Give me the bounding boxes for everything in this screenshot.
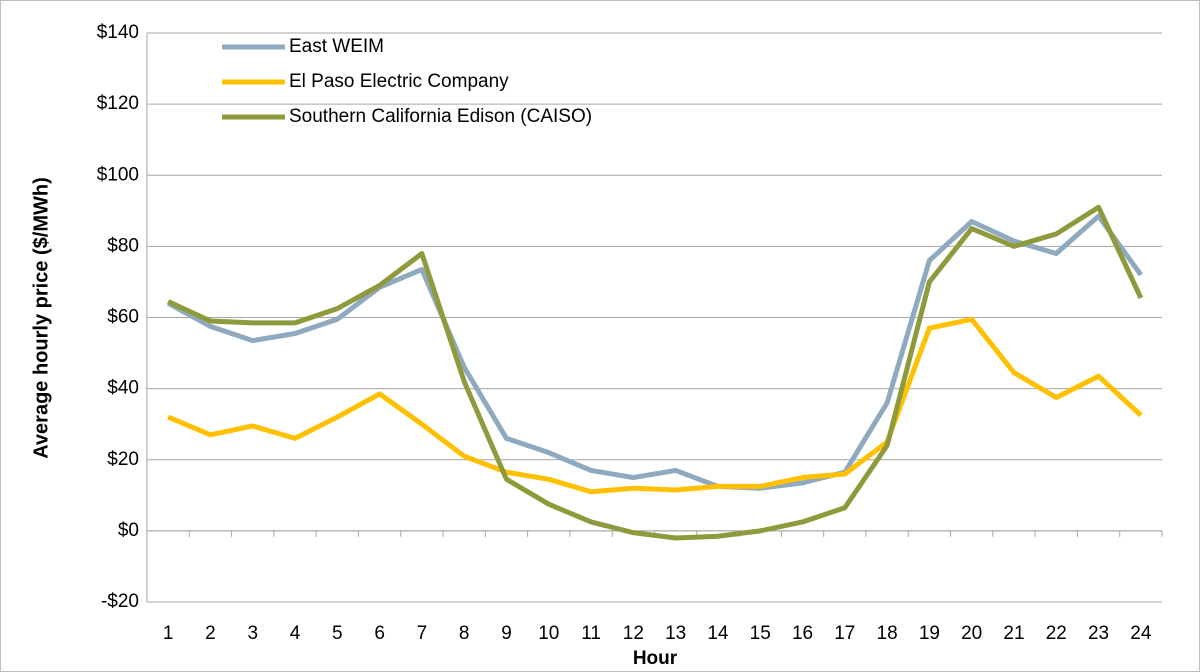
x-tick-label: 14 [707, 623, 729, 644]
y-tick-label: $0 [118, 520, 139, 541]
y-tick-label: $100 [97, 164, 139, 185]
y-axis-label: Average hourly price ($/MWh) [30, 177, 52, 459]
series-line [167, 316, 1143, 495]
legend-label: Southern California Edison (CAISO) [289, 106, 592, 127]
y-tick-label: -$20 [101, 591, 139, 612]
legend-label: El Paso Electric Company [289, 71, 509, 92]
x-tick-label: 5 [332, 623, 343, 644]
y-tick-label: $140 [97, 22, 139, 43]
x-tick-label: 21 [1003, 623, 1024, 644]
x-tick-label: 6 [374, 623, 385, 644]
x-tick-label: 3 [247, 623, 258, 644]
x-tick-label: 4 [290, 623, 301, 644]
x-tick-label: 24 [1130, 623, 1152, 644]
series-line [166, 213, 1143, 491]
x-tick-label: 7 [417, 623, 428, 644]
x-tick-label: 12 [623, 623, 644, 644]
legend-label: East WEIM [289, 36, 384, 57]
x-tick-label: 8 [459, 623, 470, 644]
x-tick-label: 1 [163, 623, 174, 644]
x-tick-label: 19 [919, 623, 940, 644]
x-tick-label: 22 [1046, 623, 1067, 644]
y-tick-label: $60 [107, 307, 139, 328]
x-tick-label: 11 [581, 623, 601, 644]
y-tick-label: $20 [107, 449, 139, 470]
y-tick-label: $40 [107, 378, 139, 399]
y-tick-label: $120 [97, 93, 139, 114]
x-tick-label: 13 [665, 623, 686, 644]
x-tick-label: 18 [877, 623, 898, 644]
x-tick-label: 16 [792, 623, 813, 644]
x-tick-label: 23 [1088, 623, 1109, 644]
y-tick-label: $80 [107, 235, 139, 256]
x-tick-label: 20 [961, 623, 982, 644]
x-tick-label: 9 [501, 623, 512, 644]
x-tick-label: 10 [538, 623, 559, 644]
x-tick-label: 17 [834, 623, 855, 644]
x-tick-label: 2 [205, 623, 216, 644]
x-tick-label: 15 [750, 623, 771, 644]
series-line [167, 204, 1144, 541]
x-axis-label: Hour [633, 648, 678, 669]
